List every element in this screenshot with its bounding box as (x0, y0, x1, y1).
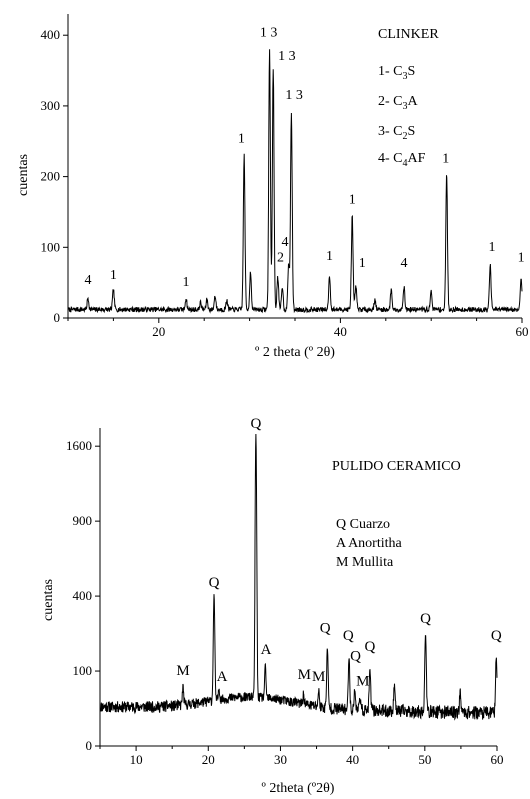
peak-label: 1 (359, 256, 366, 271)
axis-lines (99, 428, 497, 747)
peak-label: 1 3 (278, 49, 296, 64)
peak-label: Q (491, 628, 502, 644)
clinker-x-axis-label: º 2 theta (º 2θ) (255, 345, 335, 360)
peak-label: Q (365, 639, 376, 655)
x-tick-label: 20 (202, 752, 215, 767)
legend-c2s: 3- C2S (378, 124, 415, 142)
clinker-axes: 20 40 60 0 100 200 300 400 (41, 14, 529, 339)
ceramic-x-axis-label: º 2theta (º2θ) (262, 781, 335, 796)
peak-label: 1 (238, 132, 245, 147)
peak-label: 1 (110, 268, 117, 283)
ceramic-diffractogram-line (99, 433, 498, 721)
peak-label: 1 (349, 192, 356, 207)
peak-label: A (261, 642, 272, 658)
peak-label: Q (350, 649, 361, 665)
peak-label: M (356, 674, 369, 690)
peak-label: 4 (400, 256, 407, 271)
peak-label: Q (250, 416, 261, 432)
ceramic-legend: Q Cuarzo A Anortitha M Mullita (336, 517, 403, 570)
peak-label: 1 (489, 240, 496, 255)
peak-label: Q (343, 628, 354, 644)
x-tick-label: 40 (346, 752, 359, 767)
clinker-title: CLINKER (378, 27, 439, 42)
peak-label: 1 (442, 151, 449, 166)
peak-label: 1 (518, 250, 525, 265)
y-tick-label: 300 (41, 98, 61, 113)
legend-quartz: Q Cuarzo (336, 517, 390, 532)
clinker-legend: 1- C3S 2- C3A 3- C2S 4- C4AF (378, 64, 426, 169)
legend-c4af: 4- C4AF (378, 151, 426, 169)
clinker-diffractogram-line (67, 49, 523, 314)
peak-label: M (176, 663, 189, 679)
ceramic-y-axis-label: cuentas (41, 579, 56, 621)
y-tick-label: 200 (41, 169, 61, 184)
y-tick-label: 400 (41, 27, 61, 42)
peak-label: M (312, 669, 325, 685)
peak-label: 4 (84, 273, 91, 288)
peak-label: 4 (282, 235, 289, 250)
x-tick-label: 30 (274, 752, 287, 767)
peak-label: 1 (326, 249, 333, 264)
x-tick-label: 60 (491, 752, 504, 767)
y-tick-label: 100 (73, 663, 93, 678)
peak-label: M (298, 667, 311, 683)
peak-label: 1 3 (285, 88, 303, 103)
peak-label: Q (420, 611, 431, 627)
peak-label: Q (320, 620, 331, 636)
peak-label: 1 3 (260, 26, 278, 41)
peak-label: 2 (277, 250, 284, 265)
y-tick-label: 0 (54, 310, 61, 325)
peak-label: 1 (183, 275, 190, 290)
legend-anorthite: A Anortitha (336, 536, 403, 551)
peak-label: A (217, 669, 228, 685)
y-tick-label: 900 (73, 513, 93, 528)
y-tick-label: 100 (41, 239, 61, 254)
y-tick-label: 0 (86, 738, 93, 753)
legend-c3s: 1- C3S (378, 64, 415, 82)
ceramic-title: PULIDO CERAMICO (332, 459, 461, 474)
y-tick-label: 400 (73, 588, 93, 603)
legend-c3a: 2- C3A (378, 94, 419, 112)
clinker-y-axis-label: cuentas (16, 154, 31, 196)
x-tick-label: 50 (418, 752, 431, 767)
peak-label: Q (209, 575, 220, 591)
x-tick-label: 60 (516, 324, 529, 339)
x-tick-label: 20 (152, 324, 165, 339)
ceramic-axes: 10 20 30 40 50 60 0 100 400 900 1600 (66, 428, 504, 767)
y-tick-label: 1600 (66, 438, 92, 453)
x-tick-label: 40 (334, 324, 347, 339)
x-tick-label: 10 (130, 752, 143, 767)
legend-mullite: M Mullita (336, 555, 394, 570)
